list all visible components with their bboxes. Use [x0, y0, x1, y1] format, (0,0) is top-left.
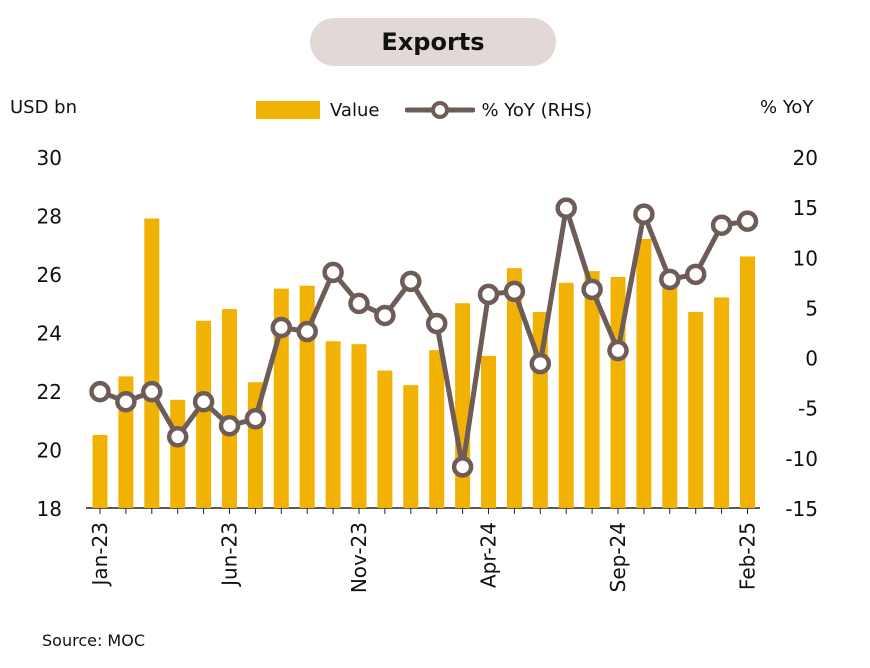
- yoy-point: [581, 278, 603, 301]
- legend-item-yoy: % YoY (RHS): [405, 98, 592, 122]
- left-tick-label: 30: [37, 146, 62, 170]
- legend-label-yoy: % YoY (RHS): [481, 99, 593, 121]
- yoy-point: [710, 214, 733, 236]
- yoy-point: [633, 203, 655, 225]
- bar-value: [506, 268, 522, 508]
- x-tick-label: Apr-24: [477, 522, 501, 588]
- x-tick-label: Jun-23: [218, 522, 242, 588]
- yoy-point: [607, 339, 629, 362]
- right-tick-label: 0: [805, 347, 818, 371]
- left-tick-label: 26: [37, 263, 62, 287]
- left-axis-unit: USD bn: [10, 97, 78, 118]
- yoy-point: [141, 380, 163, 403]
- legend-label-value: Value: [330, 99, 380, 121]
- yoy-point: [348, 292, 370, 315]
- yoy-point: [89, 380, 111, 403]
- legend-swatch-line: [405, 101, 476, 119]
- x-tick-label: Jan-23: [88, 522, 112, 588]
- yoy-point: [400, 270, 422, 293]
- legend-item-value: Value: [256, 100, 379, 121]
- yoy-point: [659, 268, 681, 291]
- left-tick-label: 20: [37, 439, 62, 463]
- right-tick-label: 5: [805, 296, 818, 320]
- bar-value: [636, 238, 652, 508]
- right-tick-label: -10: [785, 447, 818, 471]
- x-tick-label: Nov-23: [347, 522, 371, 593]
- yoy-point: [270, 316, 293, 339]
- bar-value: [377, 370, 393, 508]
- bar-value: [481, 355, 496, 508]
- right-tick-label: -5: [798, 397, 818, 421]
- bar-value: [222, 309, 237, 508]
- right-tick-label: 10: [793, 246, 818, 270]
- yoy-point: [244, 407, 267, 430]
- bar-value: [688, 312, 704, 508]
- bar-value: [740, 256, 755, 508]
- yoy-point: [322, 261, 344, 284]
- bar-value: [662, 279, 678, 508]
- source-note: Source: MOC: [42, 631, 145, 650]
- right-tick-label: 20: [793, 146, 818, 170]
- right-tick-label: -15: [785, 497, 818, 521]
- bar-value: [351, 344, 367, 508]
- bar-value: [558, 282, 574, 508]
- bar-value: [584, 271, 600, 508]
- yoy-point: [529, 352, 552, 375]
- bar-value: [403, 385, 419, 508]
- yoy-point: [736, 210, 759, 232]
- right-axis-unit: % YoY: [760, 97, 814, 118]
- yoy-point: [451, 456, 474, 478]
- left-tick-label: 24: [37, 322, 62, 346]
- right-tick-label: 15: [793, 196, 818, 220]
- bar-value: [92, 434, 108, 508]
- bar-value: [429, 350, 445, 508]
- yoy-point: [555, 197, 577, 219]
- x-tick-label: Feb-25: [736, 522, 760, 590]
- bar-value: [144, 218, 160, 509]
- yoy-point: [296, 320, 318, 343]
- chart-title-pill: Exports: [310, 18, 556, 66]
- yoy-point: [166, 426, 189, 448]
- left-tick-label: 28: [37, 205, 62, 229]
- yoy-point: [218, 415, 241, 437]
- chart-title: Exports: [381, 28, 485, 56]
- yoy-point: [503, 280, 526, 303]
- left-tick-label: 18: [37, 497, 62, 521]
- bar-value: [196, 320, 212, 508]
- bar-value: [170, 399, 186, 508]
- x-tick-label: Sep-24: [606, 522, 630, 592]
- legend: Value % YoY (RHS): [256, 98, 618, 122]
- yoy-point: [425, 312, 448, 335]
- yoy-point: [477, 283, 500, 306]
- legend-swatch-bar: [256, 101, 320, 119]
- yoy-point: [684, 263, 707, 286]
- left-tick-label: 22: [37, 380, 62, 404]
- bar-value: [714, 297, 730, 508]
- bar-value: [325, 341, 341, 508]
- yoy-point: [115, 390, 137, 413]
- yoy-point: [374, 304, 396, 327]
- yoy-point: [192, 390, 215, 413]
